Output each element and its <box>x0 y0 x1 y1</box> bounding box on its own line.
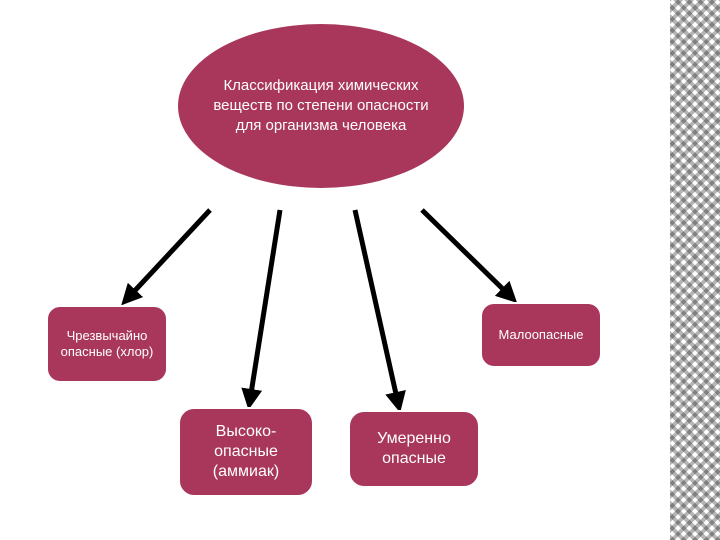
node-label: Высоко-опасные (аммиак) <box>190 422 302 482</box>
node-label: Чрезвычайно опасные (хлор) <box>58 328 156 361</box>
node-label: Умеренно опасные <box>360 429 468 469</box>
side-pattern-strip <box>670 0 720 540</box>
node-highly-hazardous: Высоко-опасные (аммиак) <box>178 407 314 497</box>
arrow-to-low <box>422 210 510 296</box>
node-moderately-hazardous: Умеренно опасные <box>348 410 480 488</box>
node-label: Малоопасные <box>499 327 584 343</box>
node-extremely-hazardous: Чрезвычайно опасные (хлор) <box>46 305 168 383</box>
arrow-to-moderately <box>355 210 398 403</box>
center-ellipse-text: Классификация химических веществ по степ… <box>208 76 434 137</box>
node-low-hazardous: Малоопасные <box>480 302 602 368</box>
arrow-to-highly <box>250 210 280 400</box>
arrow-to-extremely <box>128 210 210 298</box>
center-ellipse: Классификация химических веществ по степ… <box>176 22 466 190</box>
